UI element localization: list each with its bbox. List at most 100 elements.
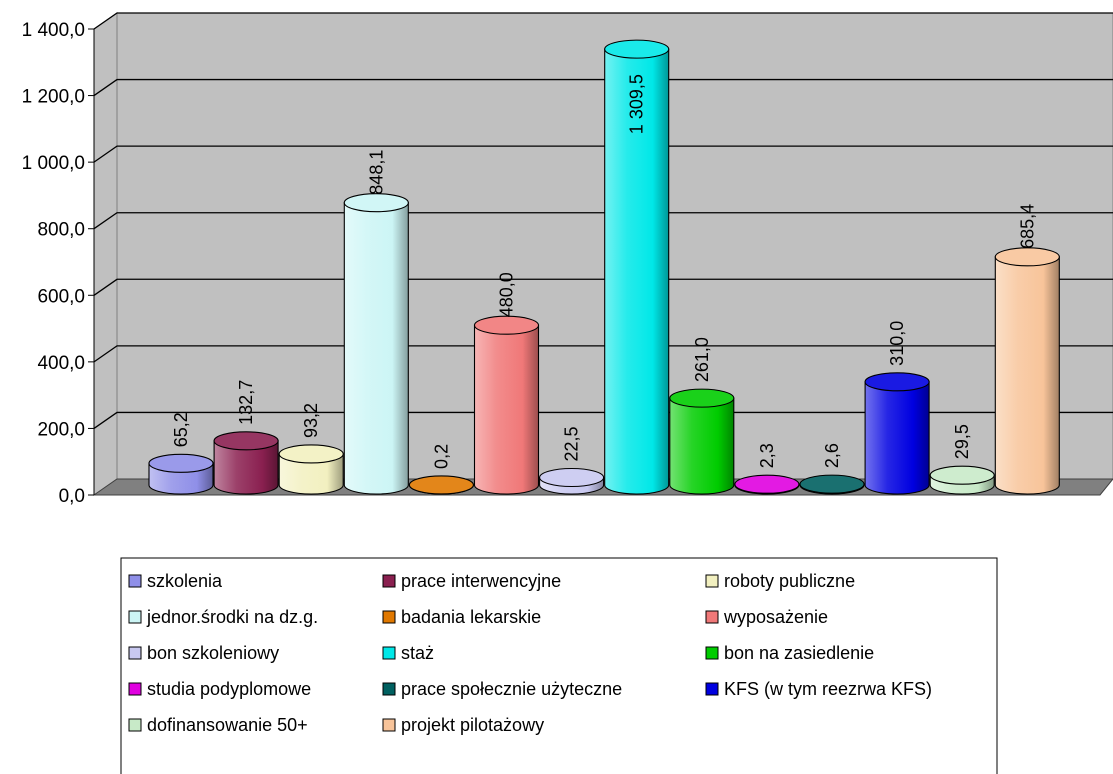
legend-swatch bbox=[382, 682, 396, 696]
gridline bbox=[93, 78, 1113, 97]
legend-label: prace społecznie użyteczne bbox=[401, 679, 622, 699]
bar-6 bbox=[473, 315, 540, 495]
bar-body bbox=[604, 48, 670, 495]
bar-14 bbox=[994, 247, 1060, 495]
bar-8 bbox=[604, 39, 670, 495]
gridline bbox=[93, 345, 1113, 363]
bar-11 bbox=[799, 474, 865, 495]
y-tick-label: 800,0 bbox=[37, 220, 85, 241]
gridline bbox=[93, 411, 1113, 429]
gridline bbox=[93, 212, 1113, 230]
bar-7 bbox=[539, 467, 605, 495]
legend-swatch bbox=[128, 610, 142, 624]
bar-13 bbox=[929, 465, 995, 495]
legend-label: staż bbox=[401, 643, 434, 663]
legend-swatch bbox=[382, 718, 396, 732]
gridlines bbox=[93, 12, 1113, 429]
bar-body bbox=[864, 381, 930, 495]
bar-top bbox=[864, 372, 930, 392]
bar-body bbox=[278, 453, 344, 495]
y-tick-label: 200,0 bbox=[37, 419, 85, 440]
bar-top bbox=[213, 431, 279, 451]
legend-label: dofinansowanie 50+ bbox=[147, 715, 308, 735]
bar-top bbox=[148, 453, 214, 473]
bar-top bbox=[799, 474, 865, 494]
data-label: 0,2 bbox=[431, 444, 451, 469]
bar-top bbox=[734, 474, 800, 494]
y-tick-label: 600,0 bbox=[37, 286, 85, 307]
legend-item: KFS (w tym reezrwa KFS) bbox=[705, 679, 932, 699]
bar-top bbox=[604, 39, 670, 59]
y-tick-label: 400,0 bbox=[37, 353, 85, 374]
bar-12 bbox=[864, 372, 930, 495]
data-label: 1 309,5 bbox=[627, 74, 647, 134]
legend-label: badania lekarskie bbox=[401, 607, 541, 627]
legend-label: jednor.środki na dz.g. bbox=[146, 607, 318, 627]
data-label: 310,0 bbox=[887, 321, 907, 366]
y-axis: 0,0 200,0 400,0 600,0 800,0 1 000,0 1 200,0 1 4… bbox=[22, 20, 95, 507]
data-label: 93,2 bbox=[301, 403, 321, 438]
legend: szkolenia prace interwencyjne roboty publi… bbox=[120, 557, 998, 774]
legend-swatch bbox=[128, 646, 142, 660]
legend-label: bon na zasiedlenie bbox=[724, 643, 874, 663]
bar-9 bbox=[669, 388, 735, 495]
data-label: 2,6 bbox=[822, 443, 842, 468]
legend-item: wyposażenie bbox=[705, 607, 828, 627]
legend-swatch bbox=[705, 574, 719, 588]
legend-swatch bbox=[705, 610, 719, 624]
data-label: 2,3 bbox=[757, 443, 777, 468]
y-tick-label: 1 000,0 bbox=[22, 153, 85, 174]
legend-label: roboty publiczne bbox=[724, 571, 855, 591]
data-label: 480,0 bbox=[497, 272, 517, 317]
legend-item: prace społecznie użyteczne bbox=[382, 679, 622, 699]
bar-top bbox=[994, 247, 1060, 267]
bar-top bbox=[408, 475, 474, 495]
legend-item: bon szkoleniowy bbox=[128, 643, 279, 663]
legend-swatch bbox=[382, 574, 396, 588]
legend-item: roboty publiczne bbox=[705, 571, 855, 591]
legend-swatch bbox=[128, 682, 142, 696]
legend-swatch bbox=[382, 646, 396, 660]
bar-5 bbox=[408, 475, 474, 495]
legend-label: szkolenia bbox=[147, 571, 223, 591]
legend-item: bon na zasiedlenie bbox=[705, 643, 874, 663]
legend-label: prace interwencyjne bbox=[401, 571, 561, 591]
legend-label: wyposażenie bbox=[723, 607, 828, 627]
bar-body bbox=[343, 202, 409, 495]
data-label: 132,7 bbox=[236, 380, 256, 425]
y-tick-label: 0,0 bbox=[59, 486, 85, 507]
data-label: 261,0 bbox=[692, 337, 712, 382]
bar-2 bbox=[213, 431, 279, 495]
data-label: 22,5 bbox=[562, 426, 582, 461]
legend-item: projekt pilotażowy bbox=[382, 715, 544, 735]
legend-swatch bbox=[128, 718, 142, 732]
legend-item: prace interwencyjne bbox=[382, 571, 561, 591]
legend-label: projekt pilotażowy bbox=[401, 715, 544, 735]
legend-label: KFS (w tym reezrwa KFS) bbox=[724, 679, 932, 699]
legend-swatch bbox=[705, 646, 719, 660]
legend-item: szkolenia bbox=[128, 571, 223, 591]
bars bbox=[148, 39, 1060, 495]
bar-body bbox=[213, 440, 279, 495]
legend-item: studia podyplomowe bbox=[128, 679, 311, 699]
legend-label: bon szkoleniowy bbox=[147, 643, 279, 663]
bar-4 bbox=[343, 193, 409, 495]
bar-top bbox=[343, 193, 409, 213]
data-label: 848,1 bbox=[366, 150, 386, 195]
legend-swatch bbox=[128, 574, 142, 588]
gridline bbox=[93, 278, 1113, 296]
y-tick-label: 1 200,0 bbox=[22, 87, 85, 108]
data-labels: 65,2 132,7 93,2 848,1 0,2 480,0 22,5 1 309,5 261… bbox=[171, 74, 1037, 469]
bar-1 bbox=[148, 453, 214, 495]
data-label: 29,5 bbox=[952, 424, 972, 459]
gridline bbox=[93, 12, 1113, 30]
legend-swatch bbox=[382, 610, 396, 624]
y-tick-label: 1 400,0 bbox=[22, 20, 85, 41]
bar-10 bbox=[734, 474, 800, 495]
legend-label: studia podyplomowe bbox=[147, 679, 311, 699]
bar-body bbox=[669, 397, 735, 495]
bar-body bbox=[994, 256, 1060, 495]
bar-top bbox=[669, 388, 735, 408]
legend-item: jednor.środki na dz.g. bbox=[128, 607, 318, 627]
